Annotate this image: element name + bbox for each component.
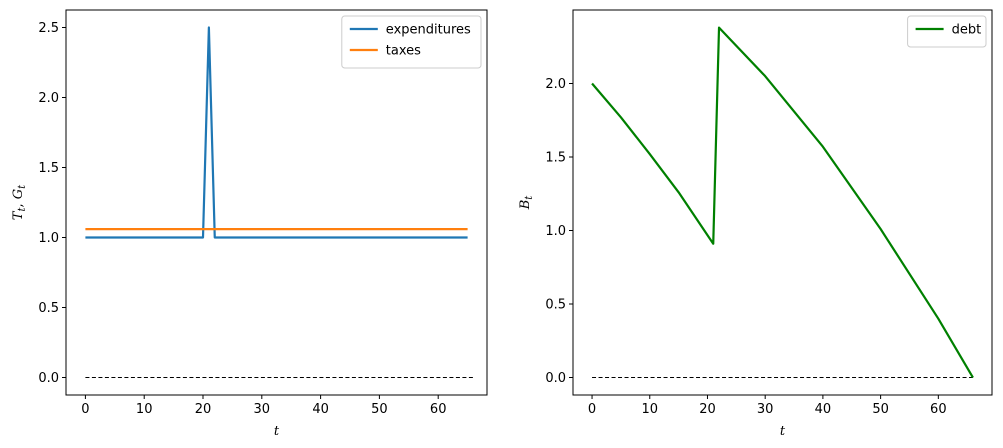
y-tick-label: 0.5: [545, 298, 566, 313]
legend-label-taxes: taxes: [386, 44, 421, 59]
y-axis-label: Tt​, Gt​: [11, 184, 28, 220]
axes-frame: [572, 9, 993, 396]
x-axis-label: t: [780, 424, 786, 439]
x-tick-label: 50: [371, 402, 388, 417]
y-tick-label: 2.0: [545, 77, 566, 92]
y-axis-label: Bt​: [518, 195, 535, 211]
x-tick-label: 60: [430, 402, 447, 417]
x-tick-label: 30: [757, 402, 774, 417]
x-tick-label: 10: [641, 402, 658, 417]
x-tick-label: 0: [588, 402, 596, 417]
x-tick-label: 50: [872, 402, 889, 417]
series-line-debt: [591, 26, 974, 379]
y-tick-label: 1.5: [545, 151, 566, 166]
y-tick-label: 0.5: [38, 301, 59, 316]
legend: debt: [907, 15, 987, 48]
legend-label-debt: debt: [952, 23, 982, 38]
x-tick-label: 40: [312, 402, 329, 417]
x-tick-label: 10: [136, 402, 153, 417]
y-tick-label: 1.0: [545, 224, 566, 239]
x-tick-label: 20: [195, 402, 212, 417]
y-tick-label: 1.0: [38, 231, 59, 246]
legend-label-expenditures: expenditures: [386, 23, 471, 38]
x-axis-label: t: [274, 424, 280, 439]
legend-box: [907, 15, 987, 48]
y-tick-label: 1.5: [38, 161, 59, 176]
subplot-2: 0 10 20 30 40 50 60 0.0 0.5 1.0 1.5 2.0 t Bt​ debt: [518, 9, 993, 439]
axes-frame: [65, 9, 488, 396]
y-tick-label: 0.0: [38, 371, 59, 386]
x-tick-label: 60: [930, 402, 947, 417]
x-tick-label: 0: [81, 402, 89, 417]
legend: expenditures taxes: [341, 15, 482, 69]
subplot-1: 0 10 20 30 40 50 60 0.0 0.5 1.0 1.5 2.0 2.5 t Tt​, Gt​…: [11, 9, 488, 439]
x-tick-label: 20: [699, 402, 716, 417]
y-tick-label: 2.0: [38, 91, 59, 106]
x-tick-label: 40: [815, 402, 832, 417]
x-tick-label: 30: [254, 402, 271, 417]
y-tick-label: 2.5: [38, 21, 59, 36]
series-line-expenditures: [85, 26, 468, 239]
y-tick-label: 0.0: [545, 371, 566, 386]
